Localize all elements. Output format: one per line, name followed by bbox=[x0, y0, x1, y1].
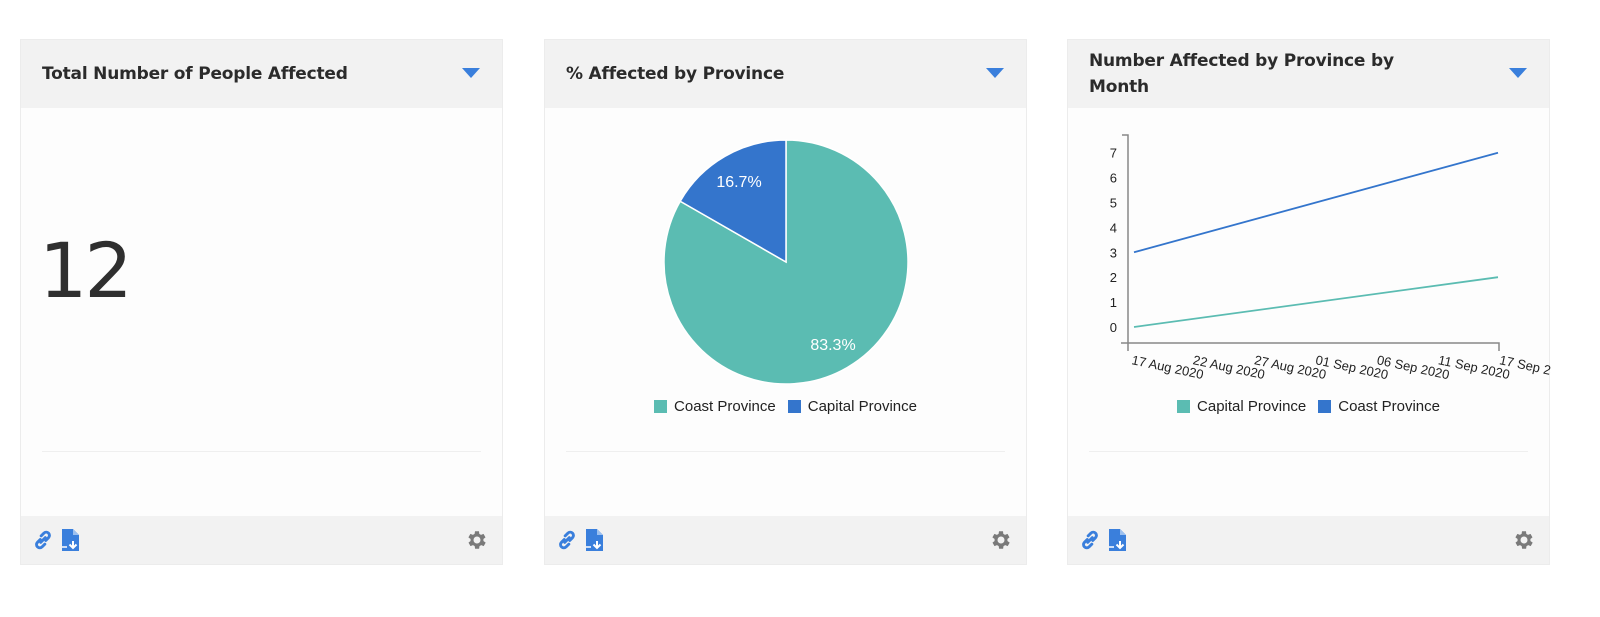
card-footer bbox=[545, 516, 1026, 564]
divider bbox=[42, 451, 481, 452]
line-legend: Capital Province Coast Province bbox=[1068, 398, 1549, 415]
divider bbox=[566, 451, 1005, 452]
card-header: Number Affected by Province by Month bbox=[1068, 40, 1549, 108]
slice-label-coast: 83.3% bbox=[810, 337, 855, 354]
legend-label: Coast Province bbox=[674, 398, 776, 415]
y-tick-label: 5 bbox=[1110, 196, 1117, 211]
gear-icon[interactable] bbox=[465, 528, 489, 552]
legend-item-coast-province[interactable]: Coast Province bbox=[654, 398, 776, 415]
legend-item-coast-province[interactable]: Coast Province bbox=[1318, 398, 1440, 415]
y-tick-label: 1 bbox=[1110, 295, 1117, 310]
legend-swatch bbox=[654, 400, 668, 413]
legend-label: Capital Province bbox=[1197, 398, 1307, 415]
line-coast-province[interactable] bbox=[1133, 151, 1499, 254]
affected-by-month-card: Number Affected by Province by Month 0 1 2… bbox=[1067, 39, 1551, 565]
y-tick-label: 4 bbox=[1110, 220, 1117, 235]
slice-label-capital: 16.7% bbox=[716, 174, 761, 191]
line-series bbox=[1133, 151, 1499, 328]
link-icon[interactable] bbox=[32, 528, 54, 552]
card-header: % Affected by Province bbox=[545, 40, 1026, 108]
gear-icon[interactable] bbox=[1512, 528, 1536, 552]
card-header: Total Number of People Affected bbox=[21, 40, 502, 108]
total-affected-value: 12 bbox=[39, 226, 133, 315]
legend-swatch bbox=[1177, 400, 1191, 413]
line-capital-province[interactable] bbox=[1133, 276, 1499, 328]
card-body: 83.3% 16.7% Coast Province Capital Provi… bbox=[545, 108, 1026, 518]
card-title: Number Affected by Province by Month bbox=[1089, 51, 1394, 97]
legend-label: Coast Province bbox=[1338, 398, 1440, 415]
export-icon[interactable] bbox=[584, 528, 606, 552]
card-body: 0 1 2 3 4 5 6 7 17 Aug 2020 22 Aug 2020 27 Aug 20… bbox=[1068, 108, 1551, 518]
pie-chart: 83.3% 16.7% bbox=[663, 139, 909, 385]
link-icon[interactable] bbox=[556, 528, 578, 552]
legend-swatch bbox=[787, 400, 801, 413]
divider bbox=[1089, 451, 1528, 452]
export-icon[interactable] bbox=[1107, 528, 1129, 552]
chart-axes bbox=[1121, 134, 1500, 351]
dropdown-arrow-icon[interactable] bbox=[462, 68, 480, 78]
legend-item-capital-province[interactable]: Capital Province bbox=[787, 398, 917, 415]
x-axis bbox=[1121, 342, 1500, 351]
total-affected-card: Total Number of People Affected 12 bbox=[20, 39, 503, 565]
gear-icon[interactable] bbox=[989, 528, 1013, 552]
legend-label: Capital Province bbox=[807, 398, 917, 415]
y-tick-label: 7 bbox=[1110, 146, 1117, 161]
export-icon[interactable] bbox=[60, 528, 82, 552]
y-axis bbox=[1122, 134, 1129, 351]
y-tick-label: 2 bbox=[1110, 270, 1117, 285]
card-body: 12 bbox=[21, 108, 502, 518]
pie-slices bbox=[663, 139, 909, 385]
card-footer bbox=[21, 516, 502, 564]
y-tick-label: 6 bbox=[1110, 171, 1117, 186]
card-title: % Affected by Province bbox=[566, 64, 785, 84]
link-icon[interactable] bbox=[1079, 528, 1101, 552]
y-tick-label: 0 bbox=[1110, 320, 1117, 335]
percent-by-province-card: % Affected by Province 83.3% 16.7% Coast… bbox=[544, 39, 1027, 565]
dropdown-arrow-icon[interactable] bbox=[986, 68, 1004, 78]
legend-item-capital-province[interactable]: Capital Province bbox=[1177, 398, 1306, 415]
pie-slice-capital-province[interactable] bbox=[679, 139, 787, 264]
pie-legend: Coast Province Capital Province bbox=[545, 398, 1026, 415]
legend-swatch bbox=[1318, 400, 1332, 413]
card-footer bbox=[1068, 516, 1549, 564]
y-tick-labels: 0 1 2 3 4 5 6 7 bbox=[1110, 146, 1117, 335]
y-tick-label: 3 bbox=[1110, 245, 1117, 260]
card-title: Total Number of People Affected bbox=[42, 64, 348, 84]
dropdown-arrow-icon[interactable] bbox=[1509, 68, 1527, 78]
